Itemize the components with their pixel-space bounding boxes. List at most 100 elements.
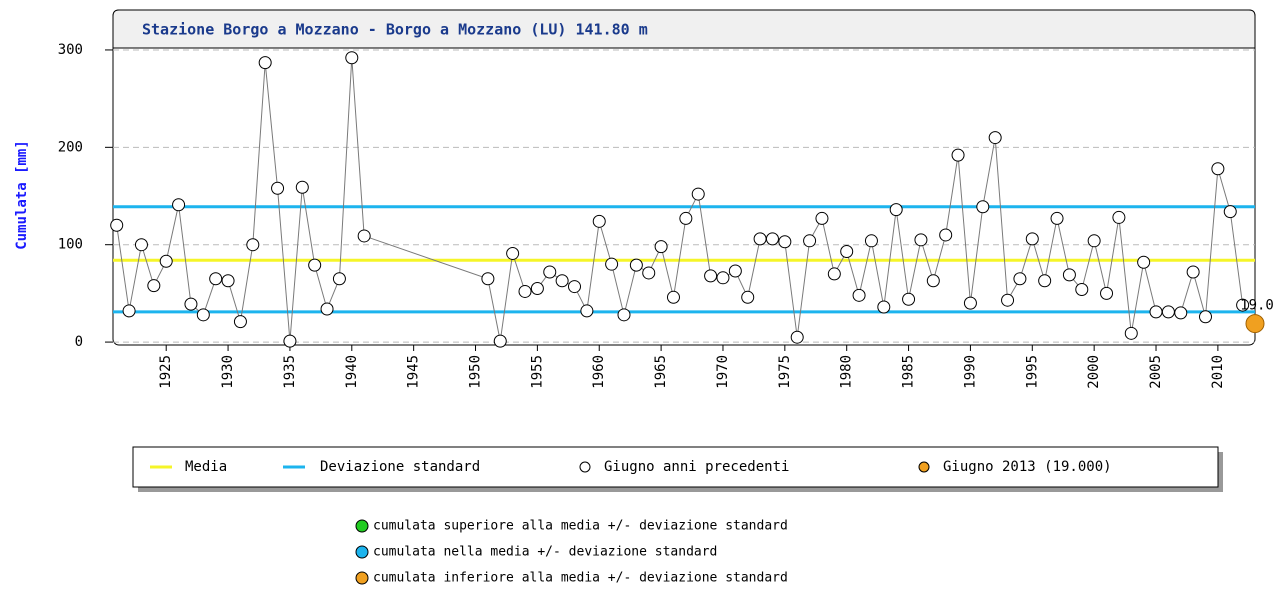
data-point [951,148,965,162]
x-tick-label: 1935 [282,355,298,389]
y-tick-label: 0 [75,334,83,350]
data-point [815,211,829,225]
x-tick-label: 1965 [653,355,669,389]
x-tick-label: 1975 [777,355,793,389]
data-point [530,282,544,296]
legend-label: Giugno anni precedenti [604,459,789,475]
data-point [926,274,940,288]
data-point [196,308,210,322]
x-tick-label: 1930 [220,355,236,389]
data-point [1013,272,1027,286]
x-tick-label: 1940 [344,355,360,389]
data-point [902,292,916,306]
data-point [889,203,903,217]
data-point [716,271,730,285]
legend-label: Giugno 2013 (19.000) [943,459,1112,475]
data-point [617,308,631,322]
data-point [332,272,346,286]
note-text: cumulata nella media +/- deviazione stan… [373,545,717,560]
data-point [1137,255,1151,269]
data-point [320,302,334,316]
data-point [518,284,532,298]
data-point [629,258,643,272]
x-tick-label: 1925 [158,355,174,389]
y-tick-label: 300 [58,42,83,58]
data-point [555,274,569,288]
x-tick-label: 2010 [1210,355,1226,389]
data-point [481,272,495,286]
data-point [592,214,606,228]
legend-swatch [579,461,591,473]
data-point [271,181,285,195]
data-point [765,232,779,246]
data-point [704,269,718,283]
data-point [691,187,705,201]
data-point [1245,314,1265,334]
title-bar [112,9,1256,49]
data-point [741,290,755,304]
data-point [1124,326,1138,340]
data-point [184,297,198,311]
data-point [493,334,507,348]
data-point [345,51,359,65]
data-point [134,238,148,252]
x-tick-label: 1945 [406,355,422,389]
legend-swatch [918,461,930,473]
data-point [605,257,619,271]
x-tick-label: 1950 [468,355,484,389]
data-point [580,304,594,318]
data-point [1087,234,1101,248]
data-point [1100,286,1114,300]
value-label: 19.0 [1240,298,1274,314]
note-text: cumulata inferiore alla media +/- deviaz… [373,571,788,586]
x-tick-label: 2000 [1086,355,1102,389]
data-point [728,264,742,278]
data-point [1075,282,1089,296]
chart-title: Stazione Borgo a Mozzano - Borgo a Mozza… [142,21,648,39]
data-point [1161,305,1175,319]
data-point [864,234,878,248]
y-axis-label: Cumulata [mm] [14,140,30,250]
data-point [827,267,841,281]
data-point [963,296,977,310]
y-tick-label: 100 [58,237,83,253]
x-tick-label: 1990 [962,355,978,389]
x-tick-label: 1980 [839,355,855,389]
data-point [1211,162,1225,176]
data-point [642,266,656,280]
data-point [568,280,582,294]
data-point [1038,274,1052,288]
data-point [147,279,161,293]
data-point [258,56,272,70]
data-point [122,304,136,318]
data-point [790,330,804,344]
x-tick-label: 1985 [901,355,917,389]
note-swatch [355,571,369,585]
data-point [939,228,953,242]
data-point [233,315,247,329]
data-point [1149,305,1163,319]
data-point [1174,306,1188,320]
data-point [753,232,767,246]
data-point [1025,232,1039,246]
data-point [543,265,557,279]
data-point [246,238,260,252]
data-point [852,288,866,302]
x-tick-label: 1970 [715,355,731,389]
data-point [877,300,891,314]
data-point [840,245,854,259]
data-point [976,200,990,214]
data-point [159,254,173,268]
x-tick-label: 1995 [1024,355,1040,389]
data-point [110,218,124,232]
y-tick-label: 200 [58,139,83,155]
legend [132,446,1219,488]
data-point [1112,210,1126,224]
note-swatch [355,519,369,533]
data-point [283,334,297,348]
data-point [1186,265,1200,279]
note-swatch [355,545,369,559]
legend-label: Media [185,459,227,475]
data-point [308,258,322,272]
